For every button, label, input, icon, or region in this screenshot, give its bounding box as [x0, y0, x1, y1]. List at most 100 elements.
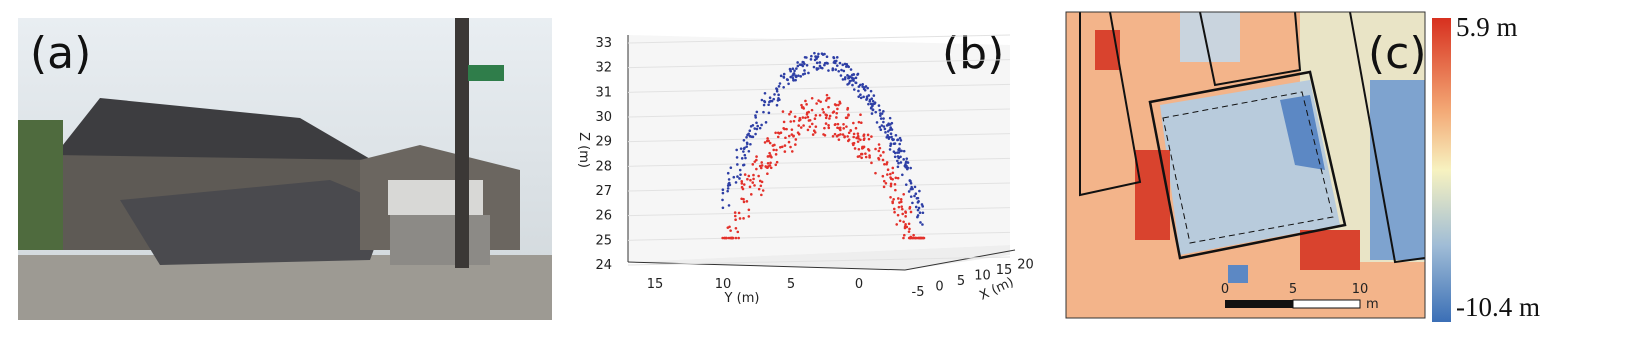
- cloud-point: [894, 188, 897, 192]
- cloud-point: [846, 74, 849, 77]
- cloud-point: [914, 192, 918, 196]
- cloud-point: [893, 155, 897, 159]
- cloud-point: [882, 110, 885, 113]
- cloud-point: [751, 181, 755, 184]
- cloud-point: [773, 93, 776, 96]
- cloud-point: [729, 236, 732, 240]
- cloud-point: [744, 156, 747, 160]
- cloud-point: [904, 223, 907, 226]
- cloud-point: [732, 175, 736, 179]
- cloud-point: [742, 163, 746, 167]
- cloud-point: [825, 55, 829, 59]
- cloud-point: [787, 134, 791, 138]
- cloud-point: [804, 99, 807, 103]
- cloud-point: [898, 201, 901, 204]
- cloud-point: [892, 150, 896, 153]
- cloud-point: [901, 212, 904, 216]
- cloud-point: [904, 183, 908, 186]
- cloud-point: [826, 97, 829, 100]
- cloud-point: [760, 98, 764, 102]
- cloud-point: [898, 136, 902, 140]
- cloud-point: [878, 146, 882, 150]
- cloud-point: [765, 139, 769, 143]
- cloud-point: [902, 149, 906, 153]
- cloud-point: [910, 185, 913, 189]
- cloud-point: [858, 154, 861, 158]
- cloud-point: [852, 79, 855, 82]
- cloud-point: [721, 206, 725, 210]
- cloud-point: [736, 163, 739, 166]
- cloud-point: [823, 126, 826, 130]
- cloud-point: [726, 171, 730, 175]
- cloud-point: [794, 75, 798, 79]
- cloud-point: [824, 113, 827, 116]
- cloud-point: [726, 226, 730, 229]
- cloud-point: [878, 125, 882, 129]
- building-footprint: [1162, 91, 1334, 244]
- cloud-point: [892, 207, 896, 211]
- cloud-point: [890, 128, 894, 131]
- cloud-point: [880, 124, 884, 127]
- cloud-point: [796, 64, 800, 68]
- cloud-point: [818, 64, 822, 68]
- cloud-point: [914, 205, 918, 209]
- cloud-point: [745, 145, 748, 148]
- cloud-point: [810, 54, 813, 58]
- cloud-point: [896, 197, 900, 200]
- cloud-point: [810, 122, 814, 126]
- cloud-point: [892, 197, 895, 201]
- cloud-point: [862, 138, 866, 142]
- cloud-point: [841, 63, 845, 67]
- cloud-point: [813, 51, 816, 55]
- point-cloud-plot: (b) Z (m) Y (m) X (m) 242526272829303132…: [576, 28, 1034, 306]
- cloud-point: [852, 135, 855, 139]
- colorbar-max: 5.9 m: [1456, 12, 1518, 42]
- cloud-point: [874, 147, 877, 151]
- cloud-point: [824, 116, 828, 120]
- cloud-point: [755, 155, 758, 158]
- cloud-point: [777, 85, 781, 88]
- z-tick-label: 33: [595, 36, 612, 51]
- cloud-point: [758, 126, 762, 130]
- cloud-point: [768, 141, 772, 145]
- cloud-point: [895, 223, 899, 226]
- cloud-point: [760, 161, 764, 164]
- cloud-point: [742, 150, 745, 153]
- cloud-point: [891, 137, 894, 141]
- cloud-point: [800, 103, 803, 107]
- cloud-point: [792, 119, 796, 123]
- cloud-point: [766, 172, 769, 175]
- cloud-point: [849, 68, 853, 71]
- cloud-point: [836, 107, 839, 111]
- cloud-point: [883, 127, 887, 131]
- cloud-point: [721, 188, 725, 192]
- cloud-point: [737, 236, 740, 240]
- grid-line: [627, 207, 1011, 217]
- cloud-point: [818, 113, 822, 117]
- cloud-point: [834, 122, 837, 126]
- cloud-point: [879, 128, 883, 132]
- cloud-point: [901, 173, 904, 177]
- cloud-point: [879, 112, 882, 115]
- cloud-point: [785, 78, 789, 81]
- cloud-point: [775, 88, 779, 91]
- cloud-point: [907, 236, 911, 240]
- cloud-point: [854, 81, 858, 85]
- cloud-point: [845, 116, 849, 120]
- cloud-point: [874, 171, 877, 175]
- cloud-point: [839, 128, 842, 132]
- cloud-point: [748, 129, 752, 132]
- scale-tick: 0: [1221, 282, 1229, 297]
- cloud-point: [738, 168, 742, 172]
- cloud-point: [854, 76, 858, 80]
- cloud-point: [788, 112, 791, 116]
- cloud-point: [882, 117, 885, 120]
- cloud-point: [907, 190, 911, 193]
- cloud-point: [797, 132, 801, 136]
- cloud-point: [898, 219, 902, 223]
- cloud-point: [869, 106, 873, 110]
- cloud-point: [734, 218, 737, 222]
- cloud-point: [782, 85, 785, 89]
- cloud-point: [793, 115, 797, 118]
